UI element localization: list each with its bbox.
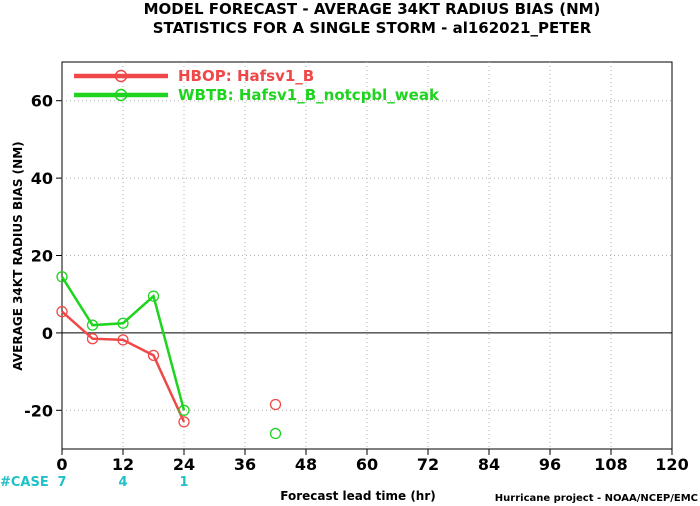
credit-text: Hurricane project - NOAA/NCEP/EMC xyxy=(495,493,698,504)
x-tick-label: 72 xyxy=(417,455,439,474)
case-count: 4 xyxy=(118,475,127,490)
x-tick-label: 12 xyxy=(112,455,134,474)
case-count: 1 xyxy=(179,475,188,490)
legend-label-1: HBOP: Hafsv1_B xyxy=(178,67,314,85)
x-tick-label: 48 xyxy=(295,455,317,474)
x-tick-label: 24 xyxy=(173,455,195,474)
series-line-1 xyxy=(61,310,186,423)
series-line-2 xyxy=(60,276,186,411)
series-1-point xyxy=(86,333,99,345)
y-tick-label: 20 xyxy=(31,247,53,266)
series-2-point xyxy=(86,319,99,331)
series-1-point xyxy=(147,349,160,361)
x-tick-label: 108 xyxy=(594,455,627,474)
series-1-point xyxy=(117,334,129,346)
case-counts: #CASE 7 4 1 xyxy=(0,475,189,490)
chart-title-line1: MODEL FORECAST - AVERAGE 34KT RADIUS BIA… xyxy=(144,0,601,18)
case-label: #CASE xyxy=(0,475,49,490)
series-2-isolated-point xyxy=(269,427,282,440)
x-tick-label: 84 xyxy=(478,455,500,474)
x-axis-label: Forecast lead time (hr) xyxy=(280,489,436,503)
series-1-point xyxy=(56,305,68,318)
series-2-point xyxy=(117,317,129,329)
y-tick-label: 60 xyxy=(31,92,53,111)
legend-label-2: WBTB: Hafsv1_B_notcpbl_weak xyxy=(178,86,440,104)
series-2-point xyxy=(147,290,160,302)
legend-marker-1 xyxy=(114,69,128,83)
series-layer xyxy=(56,271,282,440)
x-tick-label: 60 xyxy=(356,455,378,474)
y-axis-label: AVERAGE 34KT RADIUS BIAS (NM) xyxy=(11,141,25,370)
x-tick-label: 96 xyxy=(539,455,561,474)
y-tick-label: -20 xyxy=(24,401,53,420)
series-1-point xyxy=(178,416,190,428)
legend-marker-2 xyxy=(114,88,128,102)
x-tick-label: 120 xyxy=(655,455,688,474)
grid xyxy=(62,62,672,449)
series-1-isolated-point xyxy=(269,398,282,411)
case-count: 7 xyxy=(57,475,66,490)
series-2-point xyxy=(56,271,68,283)
series-2-point xyxy=(178,404,190,416)
x-tick-label: 36 xyxy=(234,455,256,474)
axes: 0 12 24 36 48 60 72 84 96 108 120 -20 0 20 40 60 xyxy=(24,92,689,474)
y-tick-label: 40 xyxy=(31,169,53,188)
chart-title-line2: STATISTICS FOR A SINGLE STORM - al162021… xyxy=(153,19,592,37)
y-tick-label: 0 xyxy=(42,324,53,343)
x-tick-label: 0 xyxy=(56,455,67,474)
